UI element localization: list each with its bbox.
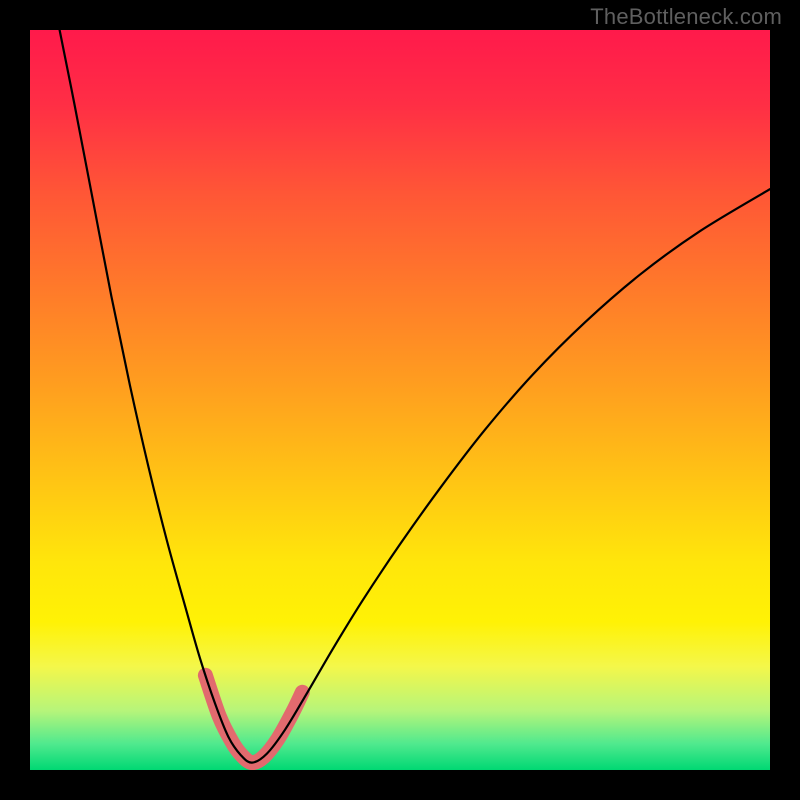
- curve-path: [60, 30, 770, 763]
- watermark-text: TheBottleneck.com: [590, 4, 782, 30]
- plot-area: [30, 30, 770, 770]
- curves-svg: [30, 30, 770, 770]
